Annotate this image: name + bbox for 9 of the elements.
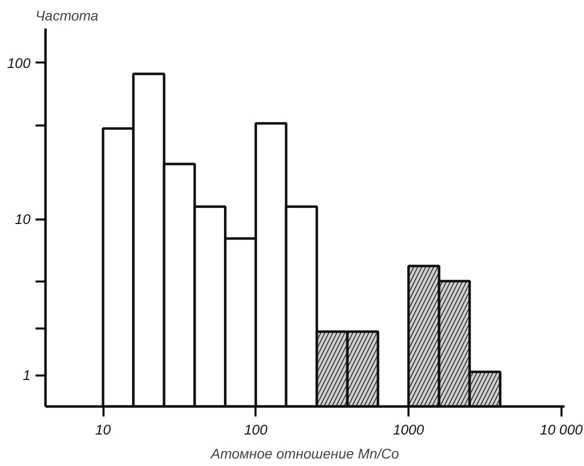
- x-tick-label: 10 000: [540, 422, 583, 438]
- y-tick-label: 100: [7, 54, 31, 71]
- y-tick-label: 10: [14, 211, 31, 228]
- y-tick-label: 1: [22, 367, 31, 384]
- y-axis-title: Частота: [36, 8, 99, 24]
- x-tick-label: 100: [244, 422, 268, 438]
- x-axis-title: Атомное отношение Mn/Co: [210, 446, 400, 462]
- x-tick-label: 1000: [392, 422, 424, 438]
- x-tick-label: 10: [95, 422, 112, 438]
